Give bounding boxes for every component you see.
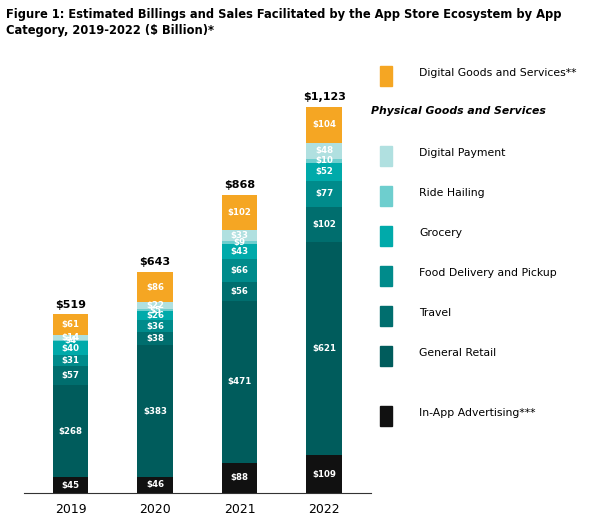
FancyBboxPatch shape	[380, 66, 392, 86]
Text: $88: $88	[231, 473, 249, 482]
FancyBboxPatch shape	[380, 226, 392, 246]
Text: $109: $109	[312, 470, 336, 479]
Text: $33: $33	[231, 231, 249, 240]
Text: $61: $61	[62, 320, 80, 329]
Bar	[138, 311, 173, 320]
Text: $1,123: $1,123	[303, 92, 346, 102]
Bar	[138, 320, 173, 332]
Bar	[53, 366, 89, 385]
Text: $383: $383	[143, 407, 167, 416]
Bar	[53, 341, 89, 355]
Text: $77: $77	[315, 189, 333, 198]
Text: Digital Goods and Services**: Digital Goods and Services**	[419, 68, 577, 78]
Text: $48: $48	[315, 146, 333, 155]
Text: $643: $643	[139, 257, 170, 267]
Bar	[53, 335, 89, 340]
Text: $52: $52	[315, 167, 333, 176]
Bar	[306, 181, 342, 207]
Text: $22: $22	[146, 301, 164, 310]
Text: $5: $5	[149, 306, 161, 315]
Text: $86: $86	[146, 282, 164, 292]
Bar	[306, 143, 342, 159]
Bar	[138, 346, 173, 477]
Text: $38: $38	[146, 334, 164, 343]
FancyBboxPatch shape	[380, 146, 392, 166]
Text: Digital Payment: Digital Payment	[419, 148, 506, 158]
Text: $104: $104	[312, 120, 336, 129]
Text: $268: $268	[59, 427, 83, 436]
Bar	[138, 272, 173, 302]
Bar	[306, 163, 342, 181]
Text: General Retail: General Retail	[419, 348, 496, 358]
Bar	[53, 478, 89, 493]
Text: Ride Hailing: Ride Hailing	[419, 188, 485, 198]
Bar	[138, 332, 173, 346]
Text: $471: $471	[227, 377, 252, 386]
Bar	[138, 477, 173, 493]
Text: $10: $10	[315, 156, 333, 165]
Bar	[222, 463, 257, 493]
Text: Category, 2019-2022 ($ Billion)*: Category, 2019-2022 ($ Billion)*	[6, 24, 214, 37]
Bar	[53, 314, 89, 335]
Text: Physical Goods and Services: Physical Goods and Services	[371, 106, 545, 116]
Text: $56: $56	[231, 287, 249, 296]
Bar	[306, 455, 342, 493]
Text: $45: $45	[62, 481, 80, 490]
Text: Travel: Travel	[419, 308, 451, 318]
Text: In-App Advertising***: In-App Advertising***	[419, 408, 536, 418]
FancyBboxPatch shape	[380, 266, 392, 286]
Bar	[222, 259, 257, 281]
Bar	[138, 310, 173, 311]
Text: $43: $43	[231, 247, 249, 256]
Text: $57: $57	[62, 371, 80, 380]
Bar	[53, 340, 89, 341]
Text: $40: $40	[62, 344, 80, 352]
Bar	[222, 195, 257, 229]
Bar	[222, 301, 257, 463]
Text: $519: $519	[55, 300, 86, 310]
Bar	[138, 302, 173, 310]
Text: Grocery: Grocery	[419, 228, 462, 238]
FancyBboxPatch shape	[380, 406, 392, 426]
Bar	[222, 281, 257, 301]
FancyBboxPatch shape	[380, 186, 392, 206]
Text: $31: $31	[62, 356, 80, 365]
Bar	[306, 207, 342, 242]
Text: $102: $102	[312, 220, 336, 229]
Text: $36: $36	[146, 322, 164, 331]
Text: $868: $868	[224, 180, 255, 190]
Text: $26: $26	[146, 311, 164, 320]
Text: $621: $621	[312, 344, 336, 353]
Bar	[53, 355, 89, 366]
FancyBboxPatch shape	[380, 346, 392, 366]
Text: Food Delivery and Pickup: Food Delivery and Pickup	[419, 268, 557, 278]
Bar	[222, 229, 257, 241]
Bar	[222, 244, 257, 259]
Bar	[222, 241, 257, 244]
Bar	[53, 385, 89, 478]
Bar	[306, 242, 342, 455]
Text: $9: $9	[234, 238, 246, 247]
Text: Figure 1: Estimated Billings and Sales Facilitated by the App Store Ecosystem by: Figure 1: Estimated Billings and Sales F…	[6, 8, 562, 21]
Text: $4: $4	[65, 336, 77, 345]
Text: $102: $102	[228, 208, 252, 217]
Text: $14: $14	[62, 333, 80, 342]
Text: $46: $46	[146, 481, 164, 490]
Text: $66: $66	[231, 266, 249, 275]
FancyBboxPatch shape	[380, 306, 392, 326]
Bar	[306, 107, 342, 143]
Bar	[306, 159, 342, 163]
